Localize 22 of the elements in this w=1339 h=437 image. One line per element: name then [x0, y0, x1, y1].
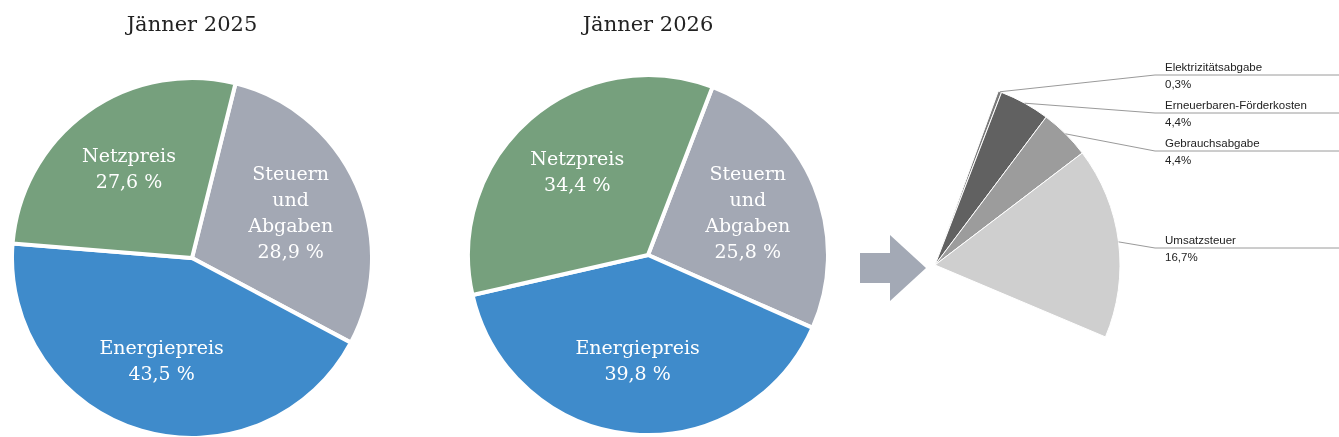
slice-label: Energiepreis — [575, 336, 700, 359]
slice-label: Erneuerbaren-Förderkosten — [1165, 99, 1307, 111]
chart-title: Jänner 2026 — [580, 12, 715, 36]
slice-label: Netzpreis — [530, 147, 625, 170]
data-label: 4,4% — [1165, 116, 1192, 128]
data-label: 25,8 % — [714, 239, 781, 262]
data-label: 34,4 % — [544, 173, 611, 196]
data-label: 16,7% — [1165, 251, 1198, 263]
data-label: 4,4% — [1165, 154, 1192, 166]
slice-label: Energiepreis — [99, 335, 224, 358]
slice-label: Elektrizitätsabgabe — [1165, 61, 1263, 73]
slice-label: Umsatzsteuer — [1165, 234, 1237, 246]
slice-label: Steuern und Abgaben — [247, 162, 334, 237]
data-label: 28,9 % — [257, 240, 324, 263]
slice-label: Steuern und Abgaben — [704, 161, 791, 236]
data-label: 0,3% — [1165, 78, 1192, 90]
slice-label: Gebrauchsabgabe — [1165, 137, 1260, 149]
slice-label: Netzpreis — [82, 144, 176, 167]
data-label: 27,6 % — [95, 170, 163, 193]
data-label: 39,8 % — [604, 362, 671, 385]
data-label: 43,5 % — [128, 361, 195, 384]
chart-title: Jänner 2025 — [124, 12, 259, 36]
